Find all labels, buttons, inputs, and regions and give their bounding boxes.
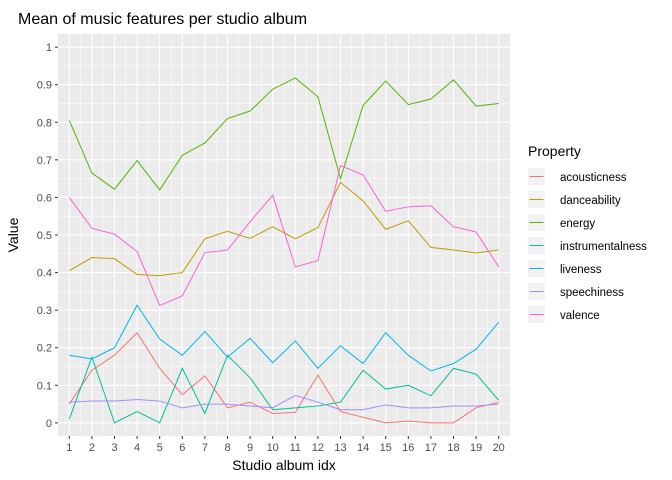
series-line-danceability: [69, 181, 499, 277]
x-tick-label: 4: [134, 442, 140, 454]
x-tick-label: 10: [267, 442, 279, 454]
y-tick-label: 0.3: [37, 305, 52, 317]
series-line-valence: [68, 164, 500, 307]
y-tick-label: 0.1: [37, 380, 52, 392]
y-tick-label: 0.4: [37, 268, 52, 280]
x-tick-label: 3: [111, 442, 117, 454]
legend-title: Property: [528, 143, 581, 159]
series-line-instrumentalness: [68, 354, 500, 424]
legend-label-danceability: danceability: [560, 195, 621, 207]
y-tick-label: 0.9: [37, 80, 52, 92]
x-tick-label: 12: [312, 442, 324, 454]
legend-label-energy: energy: [560, 218, 595, 230]
legend-label-liveness: liveness: [560, 264, 602, 276]
x-tick-label: 18: [447, 442, 459, 454]
x-tick-label: 16: [402, 442, 414, 454]
legend-label-acousticness: acousticness: [560, 172, 627, 184]
x-tick-label: 9: [247, 442, 253, 454]
series-lines: [68, 77, 500, 424]
y-tick-label: 0.8: [37, 117, 52, 129]
x-tick-label: 5: [157, 442, 163, 454]
gridlines: [58, 34, 510, 436]
series-line-energy: [68, 77, 499, 191]
x-tick-label: 13: [334, 442, 346, 454]
x-tick-label: 11: [290, 442, 301, 454]
chart-title: Mean of music features per studio album: [18, 11, 307, 28]
legend-label-instrumentalness: instrumentalness: [560, 241, 647, 253]
x-tick-label: 15: [380, 442, 392, 454]
x-tick-label: 19: [470, 442, 482, 454]
legend: Property acousticness danceability energy i…: [528, 143, 647, 323]
y-tick-label: 0.6: [37, 192, 52, 204]
x-tick-label: 1: [66, 442, 72, 454]
x-tick-label: 8: [224, 442, 230, 454]
y-tick-label: 0: [46, 418, 52, 430]
y-axis-title: Value: [5, 217, 21, 252]
y-tick-label: 0.2: [37, 343, 52, 355]
y-tick-label: 0.5: [37, 230, 52, 242]
legend-label-valence: valence: [560, 310, 600, 322]
y-axis: 0 0.1 0.2 0.3 0.4 0.5 0.6 0.7 0.8 0.9 1: [37, 42, 58, 430]
series-line-speechiness: [69, 394, 499, 411]
x-tick-label: 2: [89, 442, 95, 454]
x-tick-label: 6: [179, 442, 185, 454]
x-tick-label: 17: [425, 442, 437, 454]
x-axis: 1 2 3 4 5 6 7 8 9 10 11 12 13 14 15 16 17 18 19 20: [66, 436, 505, 454]
series-line-liveness: [69, 304, 500, 372]
x-tick-label: 20: [493, 442, 505, 454]
series-line-acousticness: [68, 331, 499, 424]
legend-label-speechiness: speechiness: [560, 287, 624, 299]
x-tick-label: 14: [357, 442, 369, 454]
y-tick-label: 0.7: [37, 155, 52, 167]
x-tick-label: 7: [202, 442, 208, 454]
x-axis-title: Studio album idx: [232, 457, 336, 473]
y-tick-label: 1: [46, 42, 52, 54]
